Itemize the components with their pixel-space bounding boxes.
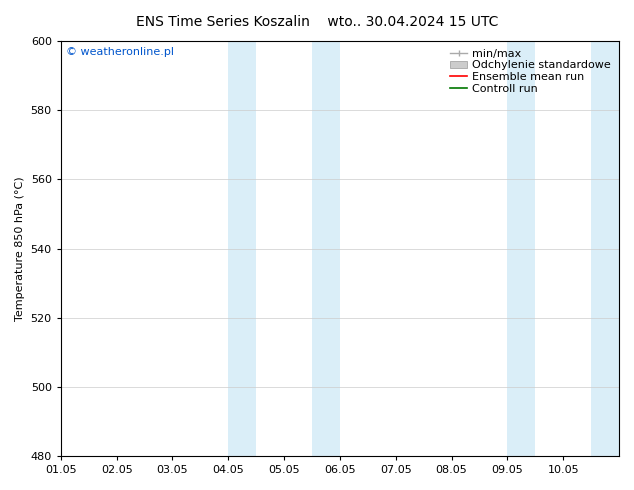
Y-axis label: Temperature 850 hPa (°C): Temperature 850 hPa (°C) (15, 176, 25, 321)
Bar (507, 41, 535, 456)
Text: ENS Time Series Koszalin    wto.. 30.04.2024 15 UTC: ENS Time Series Koszalin wto.. 30.04.202… (136, 15, 498, 29)
Bar (312, 41, 340, 456)
Bar (591, 41, 619, 456)
Bar (228, 41, 256, 456)
Text: © weatheronline.pl: © weatheronline.pl (67, 47, 174, 57)
Legend: min/max, Odchylenie standardowe, Ensemble mean run, Controll run: min/max, Odchylenie standardowe, Ensembl… (448, 47, 614, 96)
